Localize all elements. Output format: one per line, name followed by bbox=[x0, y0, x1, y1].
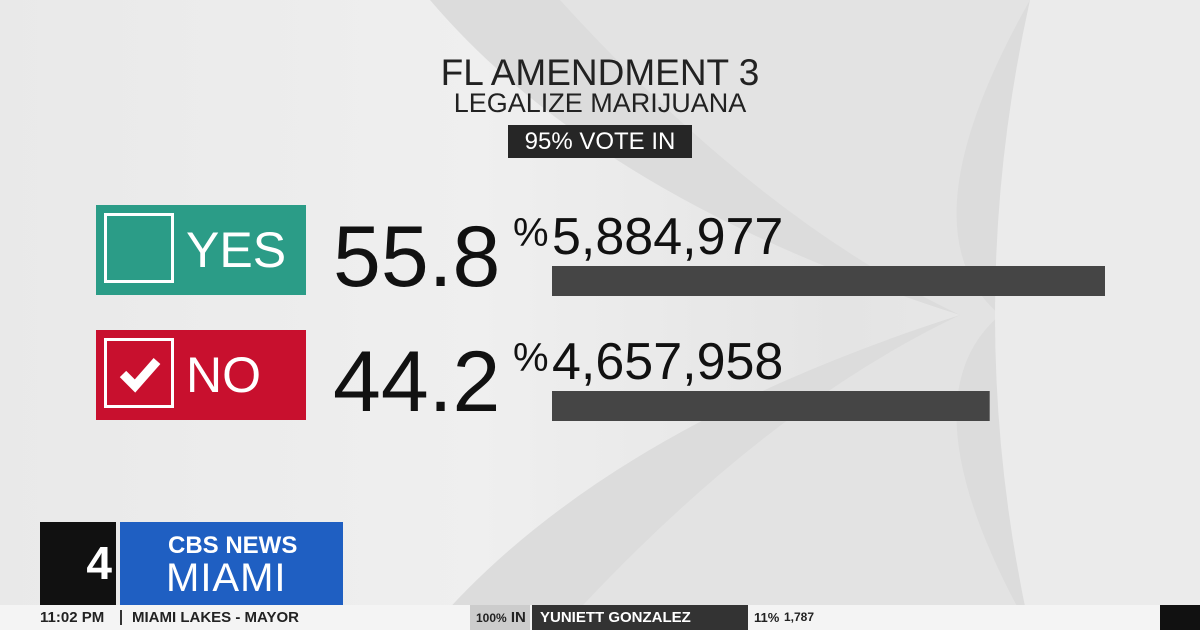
network-logo: CBS NEWS MIAMI bbox=[120, 522, 343, 605]
vote-count: 5,884,977 bbox=[552, 208, 784, 266]
vote-bar bbox=[552, 266, 1105, 296]
vote-count: 4,657,958 bbox=[552, 333, 784, 391]
checkbox bbox=[104, 338, 174, 408]
ticker-end bbox=[1160, 605, 1200, 630]
station-name: MIAMI bbox=[166, 556, 287, 600]
divider bbox=[120, 610, 122, 625]
ticker-share: 11% bbox=[754, 610, 780, 625]
background-chevron-inner bbox=[560, 0, 1030, 630]
reporting: 100% bbox=[476, 611, 507, 625]
ticker: 11:02 PM MIAMI LAKES - MAYOR 100% IN YUN… bbox=[0, 605, 1200, 630]
reporting-box: 100% IN bbox=[470, 605, 530, 630]
percent-sign: % bbox=[513, 336, 549, 380]
choice-box: NO bbox=[96, 330, 306, 420]
ticker-race: MIAMI LAKES - MAYOR bbox=[132, 609, 299, 626]
checkbox bbox=[104, 213, 174, 283]
reporting-unit: IN bbox=[510, 609, 526, 626]
ticker-candidate: YUNIETT GONZALEZ bbox=[532, 605, 748, 630]
subtitle: LEGALIZE MARIJUANA bbox=[453, 88, 747, 118]
checkmark bbox=[119, 358, 161, 393]
ticker-time: 11:02 PM bbox=[40, 609, 105, 626]
background-band bbox=[995, 0, 1200, 630]
ticker-votes: 1,787 bbox=[784, 610, 815, 624]
network-name: CBS NEWS bbox=[168, 532, 298, 559]
vote-bar bbox=[552, 391, 990, 421]
choice-box: YES bbox=[96, 205, 306, 295]
badge: 95% VOTE IN bbox=[508, 125, 692, 158]
percent: 55.8 bbox=[333, 209, 501, 305]
percent-sign: % bbox=[513, 211, 549, 255]
percent: 44.2 bbox=[333, 334, 501, 430]
choice-label: YES bbox=[186, 222, 287, 278]
channel-logo: 4 bbox=[40, 522, 116, 605]
choice-label: NO bbox=[186, 347, 261, 403]
title: FL AMENDMENT 3 bbox=[440, 52, 760, 93]
